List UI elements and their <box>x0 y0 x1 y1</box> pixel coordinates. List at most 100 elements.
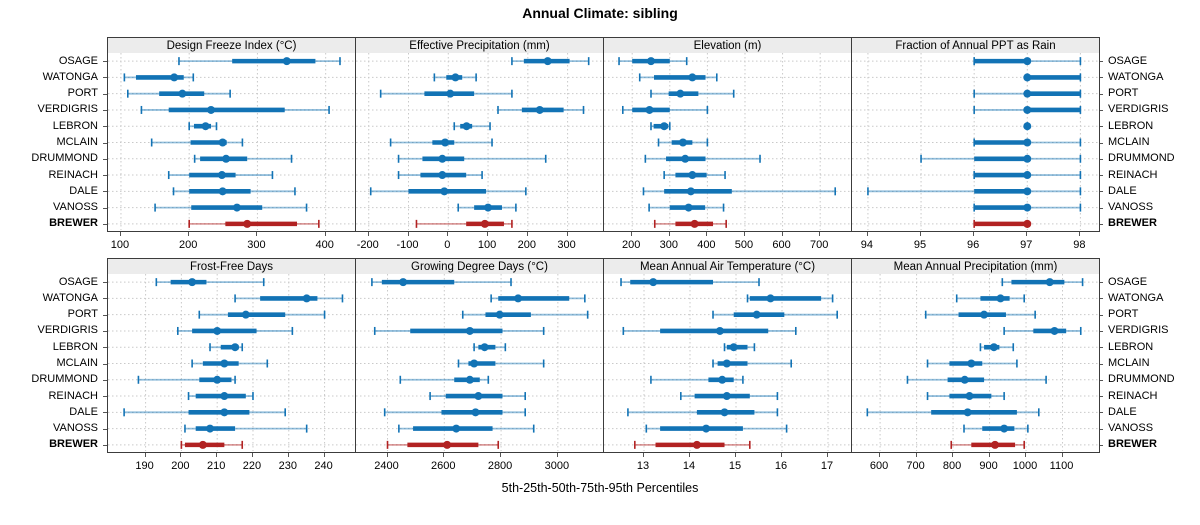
percentile-row-port <box>924 310 1036 319</box>
y-tick-left <box>103 142 107 144</box>
panel-body <box>355 274 604 453</box>
percentile-row-watonga <box>234 294 344 303</box>
percentile-row-mclain <box>457 359 545 368</box>
panel-canvas <box>108 274 355 451</box>
percentile-row-port <box>650 89 735 98</box>
percentile-row-watonga <box>123 73 195 82</box>
percentile-row-brewer <box>653 219 727 228</box>
y-tick-right <box>1099 396 1103 398</box>
station-label-left: WATONGA <box>42 70 98 83</box>
median-dot <box>688 73 697 82</box>
median-dot <box>188 278 197 287</box>
median-dot <box>441 138 450 147</box>
x-tick <box>447 232 449 236</box>
median-dot <box>1023 219 1032 228</box>
x-tick <box>819 232 821 236</box>
station-label-left: REINACH <box>48 389 98 402</box>
x-tick-label: 600 <box>869 460 889 472</box>
median-dot <box>690 219 699 228</box>
median-dot <box>170 73 179 82</box>
x-tick <box>323 453 325 457</box>
x-tick-label: -200 <box>356 239 379 251</box>
percentile-row-brewer <box>188 219 320 228</box>
station-label-left: VERDIGRIS <box>37 103 98 116</box>
y-tick-left <box>103 298 107 300</box>
median-dot <box>451 73 460 82</box>
station-label-left: MCLAIN <box>56 136 98 148</box>
y-tick-left <box>103 330 107 332</box>
percentile-row-mclain <box>657 138 709 147</box>
x-tick <box>180 453 182 457</box>
x-tick <box>386 453 388 457</box>
median-dot <box>243 219 252 228</box>
percentile-row-drummond <box>906 375 1047 384</box>
station-label-right: DALE <box>1108 405 1137 418</box>
median-dot <box>646 57 655 66</box>
median-dot <box>1023 57 1032 66</box>
percentile-row-vanoss <box>648 203 725 212</box>
percentile-row-drummond <box>193 154 293 163</box>
x-tick-label: 14 <box>682 460 696 472</box>
station-label-right: OSAGE <box>1108 275 1148 288</box>
station-label-right: LEBRON <box>1108 119 1154 132</box>
median-dot <box>222 154 231 163</box>
station-label-left: DALE <box>69 184 98 197</box>
percentile-row-vanoss <box>645 424 788 433</box>
percentile-row-osage <box>371 278 512 287</box>
y-tick-left <box>103 77 107 79</box>
station-label-right: VANOSS <box>1108 422 1154 435</box>
x-tick-label: 300 <box>557 239 576 251</box>
station-label-left: PORT <box>67 87 98 100</box>
percentile-row-vanoss <box>154 203 308 212</box>
x-tick <box>988 453 990 457</box>
x-tick <box>920 232 922 236</box>
x-tick <box>668 232 670 236</box>
y-tick-left <box>103 175 107 177</box>
y-tick-right <box>1099 223 1103 225</box>
percentile-row-verdigris <box>497 105 585 114</box>
x-tick <box>827 453 828 457</box>
percentile-row-drummond <box>397 154 547 163</box>
percentile-row-verdigris <box>140 105 330 114</box>
median-dot <box>1023 203 1032 212</box>
median-dot <box>720 408 729 417</box>
median-dot <box>989 343 998 352</box>
median-dot <box>1023 89 1032 98</box>
y-tick-right <box>1099 142 1103 144</box>
x-tick-label: 210 <box>206 460 226 472</box>
x-tick-label: 17 <box>820 460 834 472</box>
x-tick-label: 1100 <box>1049 460 1074 472</box>
median-dot <box>443 440 452 449</box>
median-dot <box>399 278 408 287</box>
panel-body <box>851 53 1100 232</box>
y-tick-right <box>1099 175 1103 177</box>
median-dot <box>678 138 687 147</box>
median-dot <box>1023 73 1032 82</box>
percentile-row-reinach <box>680 392 779 401</box>
median-dot <box>1000 424 1009 433</box>
x-tick <box>781 453 782 457</box>
median-dot <box>207 105 216 114</box>
percentile-row-verdigris <box>973 105 1082 114</box>
x-tick-label: 400 <box>315 239 334 251</box>
median-dot <box>702 424 711 433</box>
percentile-row-mclain <box>150 138 244 147</box>
panel-title: Effective Precipitation (mm) <box>355 37 604 54</box>
median-dot <box>1023 187 1032 196</box>
median-dot <box>960 375 969 384</box>
percentile-row-vanoss <box>457 203 517 212</box>
median-dot <box>206 424 215 433</box>
y-tick-right <box>1099 207 1103 209</box>
x-tick <box>1079 232 1081 236</box>
percentile-row-mclain <box>926 359 1018 368</box>
percentile-row-watonga <box>746 294 834 303</box>
percentile-row-osage <box>620 278 760 287</box>
x-tick <box>443 453 445 457</box>
station-label-right: BREWER <box>1108 438 1157 451</box>
median-dot <box>965 392 974 401</box>
percentile-row-vanoss <box>973 203 1082 212</box>
median-dot <box>220 392 229 401</box>
percentile-row-osage <box>973 57 1082 66</box>
y-tick-left <box>103 126 107 128</box>
median-dot <box>220 408 229 417</box>
